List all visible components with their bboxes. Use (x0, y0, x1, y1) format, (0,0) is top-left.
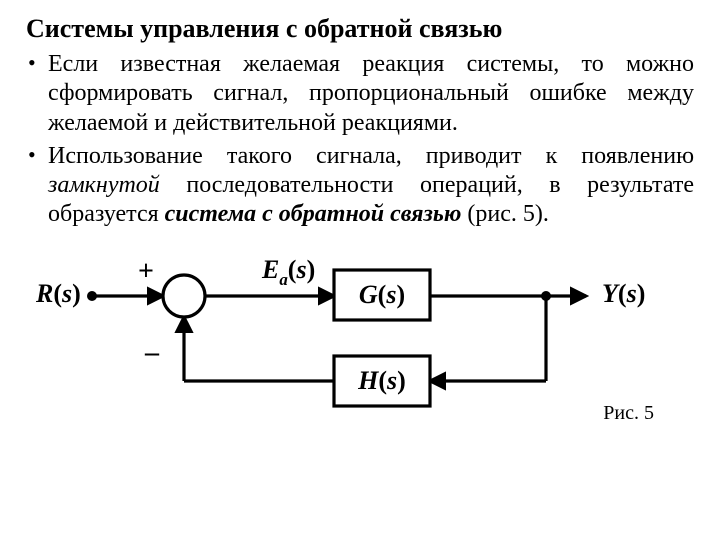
svg-text:G(s): G(s) (359, 280, 405, 309)
svg-text:Ea(s): Ea(s) (261, 255, 315, 289)
bullet-item: Если известная желаемая реакция системы,… (26, 50, 694, 138)
feedback-diagram: R(s) + – Ea(s) G(s) Y(s) H(s) (26, 248, 696, 408)
bullet-item: Использование такого сигнала, приводит к… (26, 142, 694, 230)
svg-text:H(s): H(s) (357, 366, 406, 395)
page-title: Системы управления с обратной связью (26, 14, 694, 44)
svg-text:–: – (144, 337, 160, 368)
bullet-list: Если известная желаемая реакция системы,… (26, 50, 694, 230)
svg-text:Y(s): Y(s) (602, 279, 645, 308)
svg-text:+: + (138, 256, 154, 287)
svg-text:R(s): R(s) (35, 279, 81, 308)
